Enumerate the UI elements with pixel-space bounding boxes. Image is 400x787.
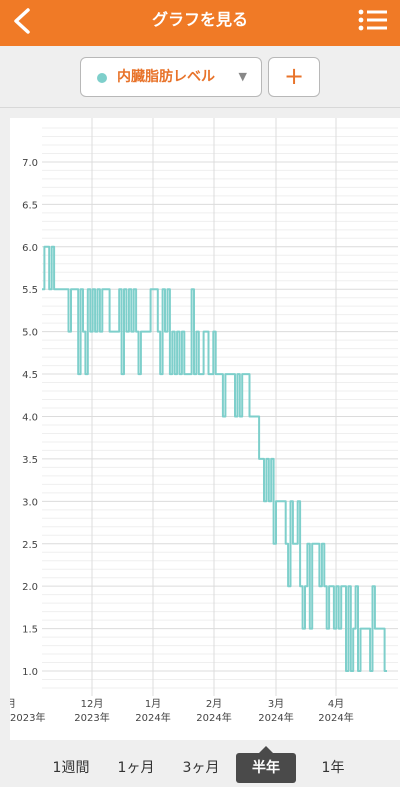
y-tick-label: 6.5	[22, 200, 38, 211]
tab-1year[interactable]: 1年	[321, 760, 345, 776]
chart-card: 7.0 6.5 6.0 5.5 5.0 4.5 4.0 3.5 3.0 2.5 2.0 1.5 1.0 1…	[0, 118, 400, 740]
app-header: グラフを見る	[0, 0, 400, 46]
y-tick-label: 6.0	[22, 243, 38, 254]
x-tick-year: 2024年	[318, 711, 353, 724]
y-tick-label: 4.0	[22, 412, 38, 423]
x-tick-year: 2024年	[258, 711, 293, 724]
x-tick-year: 2023年	[74, 711, 109, 724]
menu-button[interactable]	[356, 6, 390, 36]
caret-down-icon: ▼	[238, 70, 247, 83]
visceral-fat-chart: 7.0 6.5 6.0 5.5 5.0 4.5 4.0 3.5 3.0 2.5 2.0 1.5 1.0 1…	[0, 118, 398, 724]
list-menu-icon	[358, 9, 387, 31]
x-tick-month: 3月	[268, 698, 284, 710]
metric-label: 内臓脂肪レベル	[117, 69, 215, 85]
y-tick-label: 5.5	[22, 285, 38, 296]
y-tick-label: 1.0	[22, 667, 38, 678]
y-tick-label: 5.0	[22, 328, 38, 339]
x-tick-year-partial: 2023年	[10, 711, 45, 724]
y-tick-label: 3.0	[22, 497, 38, 508]
tab-1month[interactable]: 1ヶ月	[117, 760, 155, 776]
x-tick-month: 1月	[145, 698, 161, 710]
x-tick-month-partial: 11月	[10, 698, 16, 710]
x-tick-year: 2024年	[135, 711, 170, 724]
y-tick-label: 3.5	[22, 455, 38, 466]
tab-3months[interactable]: 3ヶ月	[182, 760, 220, 776]
tab-1week[interactable]: 1週間	[52, 760, 90, 776]
series-color-dot	[97, 73, 107, 83]
x-tick-year: 2024年	[196, 711, 231, 724]
y-tick-label: 2.0	[22, 582, 38, 593]
series-line	[42, 245, 387, 672]
metric-dropdown[interactable]: 内臓脂肪レベル ▼	[80, 57, 262, 97]
x-tick-month: 4月	[328, 698, 344, 710]
x-tick-month: 12月	[81, 698, 104, 710]
y-tick-label: 1.5	[22, 625, 38, 636]
x-tick-month: 2月	[206, 698, 222, 710]
page-title: グラフを見る	[151, 10, 248, 29]
y-tick-label: 4.5	[22, 370, 38, 381]
add-metric-button[interactable]: +	[268, 57, 320, 97]
period-tabs: 1週間 1ヶ月 3ヶ月 半年 1年	[0, 745, 400, 787]
y-tick-label: 2.5	[22, 540, 38, 551]
selector-bar: 内臓脂肪レベル ▼ +	[0, 46, 400, 108]
chevron-left-icon	[14, 8, 30, 34]
y-tick-label: 7.0	[22, 158, 38, 169]
back-button[interactable]	[6, 4, 42, 38]
tab-6months[interactable]: 半年	[236, 746, 296, 783]
